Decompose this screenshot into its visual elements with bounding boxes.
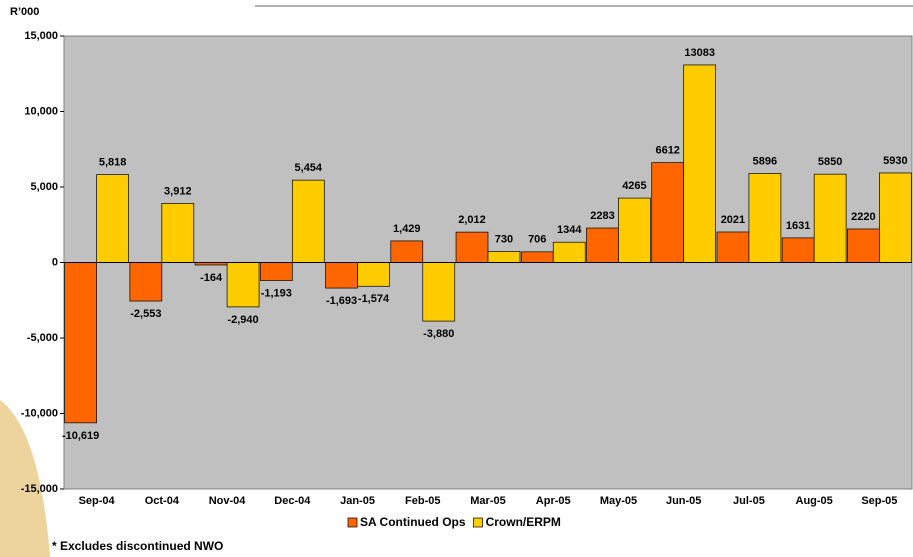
bar — [292, 180, 324, 262]
bar — [162, 203, 194, 262]
x-tick-label: Sep-04 — [79, 495, 116, 507]
bar — [260, 263, 292, 281]
x-tick-label: Jan-05 — [340, 495, 375, 507]
data-label: 5896 — [753, 155, 777, 167]
y-tick-label: 5,000 — [30, 181, 58, 193]
y-tick-label: 10,000 — [24, 105, 58, 117]
data-label: 5,818 — [99, 157, 127, 169]
bar — [684, 65, 716, 263]
legend-swatch — [474, 518, 483, 527]
x-tick-label: Jun-05 — [666, 495, 701, 507]
data-label: 1344 — [557, 224, 582, 236]
data-label: 1631 — [786, 220, 810, 232]
data-label: 5850 — [818, 156, 842, 168]
data-label: -10,619 — [62, 430, 99, 442]
bar — [97, 175, 129, 263]
logo-decoration — [0, 400, 50, 557]
data-label: 13083 — [684, 47, 715, 59]
x-tick-label: Aug-05 — [796, 495, 833, 507]
x-tick-label: Sep-05 — [861, 495, 897, 507]
data-label: -2,553 — [130, 308, 161, 320]
bar — [717, 232, 749, 263]
bar — [391, 241, 423, 263]
chart: R’000 * Excludes discontinued NWO -15,00… — [0, 0, 913, 557]
bar — [227, 263, 259, 307]
data-label: 1,429 — [393, 223, 421, 235]
bar — [65, 263, 97, 423]
y-tick-label: -10,000 — [21, 407, 58, 419]
y-tick-label: -5,000 — [27, 332, 58, 344]
data-label: 5,454 — [295, 162, 323, 174]
y-axis-label: R’000 — [10, 6, 39, 18]
data-label: 706 — [528, 234, 546, 246]
bar — [423, 263, 455, 322]
x-tick-label: Jul-05 — [733, 495, 765, 507]
data-label: 2283 — [590, 210, 614, 222]
x-tick-label: May-05 — [600, 495, 637, 507]
bar — [782, 238, 814, 263]
data-label: 2021 — [721, 214, 745, 226]
bar — [847, 229, 879, 263]
bar — [488, 251, 520, 262]
legend-label: SA Continued Ops — [360, 515, 466, 529]
data-label: 3,912 — [164, 185, 192, 197]
data-label: -1,574 — [358, 293, 390, 305]
bar — [456, 232, 488, 262]
bar — [326, 263, 358, 289]
bar — [358, 263, 390, 287]
bar — [618, 198, 650, 262]
bar — [521, 252, 553, 263]
bar — [130, 263, 162, 302]
bar — [586, 228, 618, 262]
data-label: -2,940 — [227, 314, 258, 326]
bar — [749, 173, 781, 262]
x-tick-label: Nov-04 — [209, 495, 247, 507]
data-label: 2,012 — [458, 214, 486, 226]
legend-label: Crown/ERPM — [486, 515, 561, 529]
x-tick-label: Dec-04 — [274, 495, 311, 507]
data-label: -3,880 — [423, 328, 454, 340]
bar — [652, 163, 684, 263]
x-tick-label: Oct-04 — [145, 495, 180, 507]
data-label: -164 — [200, 272, 223, 284]
y-tick-label: -15,000 — [21, 483, 58, 495]
x-tick-label: Apr-05 — [536, 495, 571, 507]
data-label: 5930 — [883, 155, 907, 167]
bar — [814, 174, 846, 262]
data-label: -1,693 — [326, 295, 357, 307]
data-label: 6612 — [655, 145, 679, 157]
x-tick-label: Mar-05 — [470, 495, 505, 507]
data-label: 4265 — [622, 180, 646, 192]
x-tick-label: Feb-05 — [405, 495, 440, 507]
data-label: 730 — [495, 233, 513, 245]
y-tick-label: 15,000 — [24, 30, 58, 42]
footnote: * Excludes discontinued NWO — [52, 539, 223, 553]
data-label: 2220 — [851, 211, 875, 223]
bar — [553, 242, 585, 262]
bar — [879, 173, 911, 263]
data-label: -1,193 — [261, 287, 292, 299]
legend-swatch — [348, 518, 357, 527]
y-tick-label: 0 — [52, 256, 58, 268]
